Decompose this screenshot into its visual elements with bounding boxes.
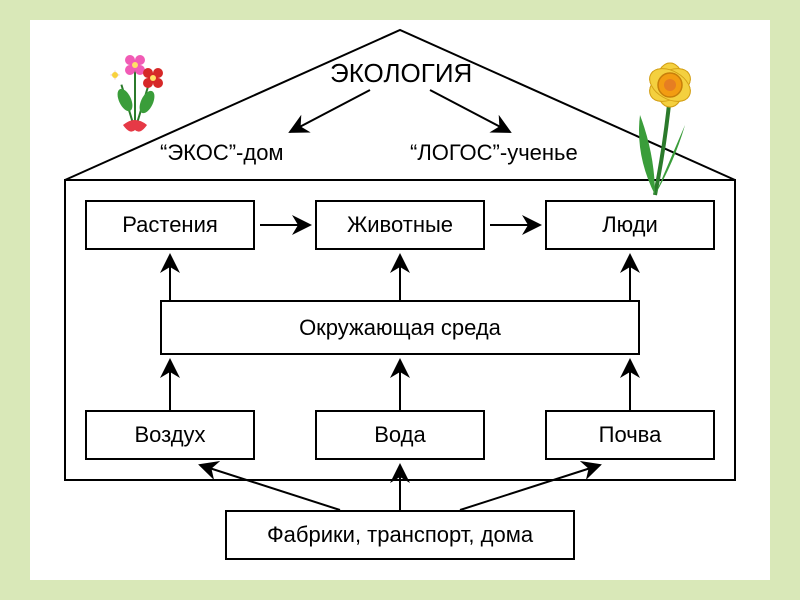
box-plants: Растения: [85, 200, 255, 250]
box-people: Люди: [545, 200, 715, 250]
label-ekos: “ЭКОС”-дом: [160, 140, 284, 166]
box-environment: Окружающая среда: [160, 300, 640, 355]
box-air: Воздух: [85, 410, 255, 460]
box-soil: Почва: [545, 410, 715, 460]
label-logos: “ЛОГОС”-ученье: [410, 140, 578, 166]
box-animals: Животные: [315, 200, 485, 250]
bouquet-icon: [85, 40, 185, 140]
box-water: Вода: [315, 410, 485, 460]
diagram-canvas: ЭКОЛОГИЯ “ЭКОС”-дом “ЛОГОС”-ученье Расте…: [30, 20, 770, 580]
title-ecology: ЭКОЛОГИЯ: [330, 58, 472, 89]
box-factories: Фабрики, транспорт, дома: [225, 510, 575, 560]
daffodil-icon: [600, 45, 720, 205]
